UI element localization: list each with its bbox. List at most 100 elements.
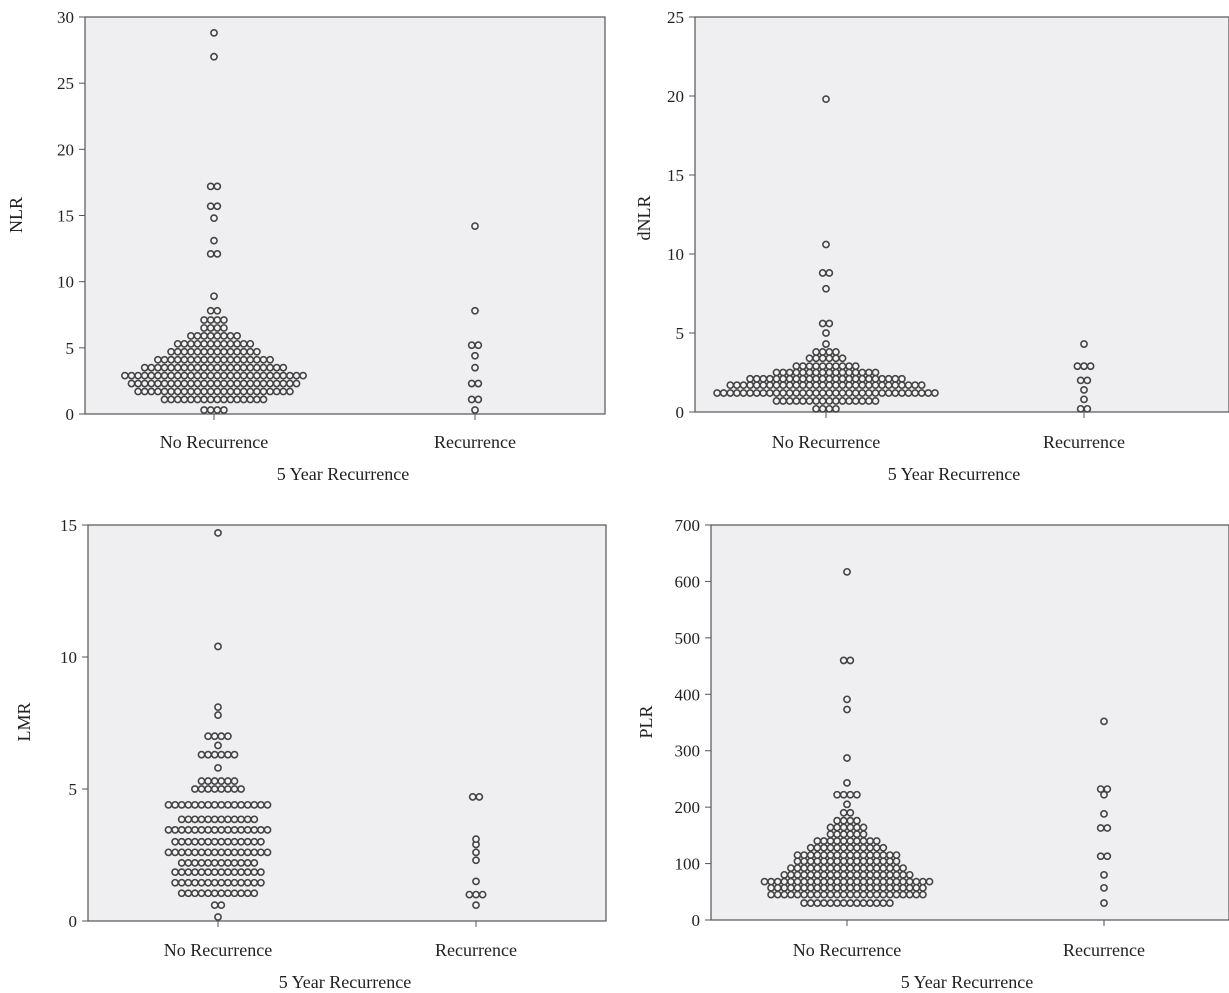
data-point bbox=[226, 395, 235, 404]
data-points bbox=[121, 28, 483, 414]
data-point bbox=[904, 389, 913, 397]
data-point bbox=[167, 395, 175, 404]
data-point bbox=[839, 870, 848, 879]
data-point bbox=[180, 355, 189, 364]
data-point bbox=[210, 815, 219, 824]
data-point bbox=[243, 815, 252, 824]
data-point bbox=[898, 389, 906, 397]
data-point bbox=[785, 368, 794, 377]
data-point bbox=[153, 371, 162, 380]
data-point bbox=[826, 830, 835, 839]
data-point bbox=[846, 890, 855, 899]
data-point bbox=[773, 883, 782, 892]
data-point bbox=[223, 859, 232, 867]
data-point bbox=[805, 381, 814, 390]
data-point bbox=[259, 387, 268, 396]
data-point bbox=[859, 843, 868, 852]
data-point bbox=[197, 815, 206, 824]
data-point bbox=[197, 859, 206, 867]
data-point bbox=[153, 355, 162, 364]
data-point bbox=[833, 823, 841, 832]
data-point bbox=[210, 236, 218, 245]
data-point bbox=[806, 899, 815, 907]
data-point bbox=[793, 857, 802, 866]
data-point bbox=[879, 870, 888, 879]
data-point bbox=[879, 877, 888, 886]
data-point bbox=[812, 381, 820, 390]
data-point bbox=[147, 379, 156, 388]
data-point bbox=[471, 306, 479, 315]
data-point bbox=[233, 363, 241, 372]
data-point bbox=[239, 347, 248, 356]
data-point bbox=[899, 864, 907, 872]
data-point bbox=[919, 877, 927, 886]
data-point bbox=[772, 374, 781, 383]
data-point bbox=[147, 363, 156, 372]
data-point bbox=[173, 339, 182, 348]
data-point bbox=[223, 878, 232, 887]
data-point bbox=[219, 387, 228, 396]
data-point bbox=[285, 371, 294, 380]
data-point bbox=[853, 877, 861, 886]
data-point bbox=[177, 815, 186, 824]
data-point bbox=[223, 750, 232, 759]
data-point bbox=[853, 857, 861, 866]
data-point bbox=[134, 371, 142, 380]
data-point bbox=[800, 883, 808, 892]
data-point bbox=[237, 868, 245, 877]
data-point bbox=[853, 883, 861, 892]
category-label-no-recurrence: No Recurrence bbox=[793, 940, 901, 960]
data-point bbox=[800, 870, 808, 879]
data-point bbox=[214, 763, 222, 772]
data-point bbox=[210, 750, 219, 759]
data-point bbox=[180, 371, 189, 380]
data-point bbox=[912, 877, 921, 886]
data-point bbox=[467, 395, 476, 404]
data-point bbox=[924, 389, 933, 397]
data-point bbox=[167, 347, 175, 356]
data-point bbox=[865, 397, 873, 405]
data-point bbox=[467, 379, 476, 388]
data-point bbox=[239, 387, 248, 396]
data-point bbox=[859, 877, 868, 886]
data-point bbox=[1096, 785, 1105, 793]
category-label-no-recurrence: No Recurrence bbox=[164, 940, 272, 960]
data-point bbox=[767, 883, 775, 892]
data-point bbox=[832, 381, 840, 390]
data-point bbox=[237, 889, 245, 898]
data-point bbox=[204, 800, 212, 809]
data-point bbox=[246, 379, 255, 388]
data-point bbox=[853, 830, 861, 839]
data-point bbox=[812, 354, 820, 363]
data-point bbox=[838, 381, 847, 390]
data-point bbox=[812, 404, 820, 413]
data-point bbox=[805, 368, 814, 377]
data-point bbox=[279, 387, 288, 396]
data-point bbox=[825, 319, 834, 328]
data-point bbox=[879, 890, 888, 899]
data-point bbox=[171, 848, 179, 857]
data-point bbox=[210, 889, 219, 898]
data-point bbox=[779, 389, 787, 397]
y-tick-label: 15 bbox=[57, 207, 74, 226]
data-point bbox=[186, 379, 195, 388]
data-point bbox=[279, 371, 288, 380]
data-point bbox=[266, 379, 274, 388]
data-point bbox=[825, 269, 834, 277]
data-point bbox=[820, 890, 828, 899]
data-point bbox=[912, 883, 921, 892]
data-point bbox=[826, 877, 835, 886]
data-point bbox=[898, 381, 906, 390]
data-point bbox=[872, 851, 881, 860]
data-point bbox=[846, 870, 855, 879]
data-point bbox=[833, 877, 841, 886]
data-point bbox=[1100, 883, 1108, 892]
data-point bbox=[200, 324, 208, 332]
data-point bbox=[468, 793, 477, 801]
data-point bbox=[200, 371, 208, 380]
data-point bbox=[833, 870, 841, 879]
data-point bbox=[243, 889, 252, 898]
data-point bbox=[186, 332, 195, 340]
data-point bbox=[184, 868, 193, 877]
data-point bbox=[471, 351, 479, 360]
